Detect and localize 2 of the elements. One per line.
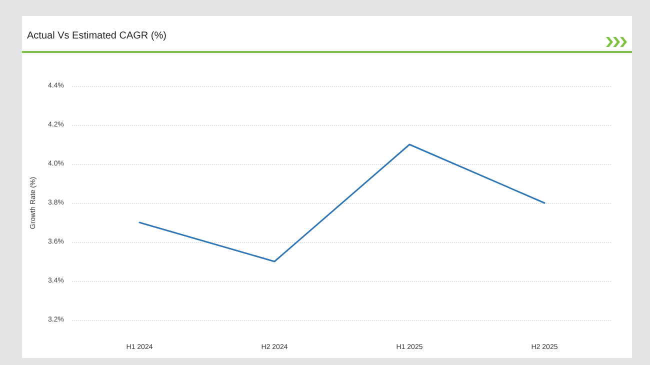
line-series: [138, 144, 546, 262]
chart-title: Actual Vs Estimated CAGR (%): [27, 30, 166, 42]
